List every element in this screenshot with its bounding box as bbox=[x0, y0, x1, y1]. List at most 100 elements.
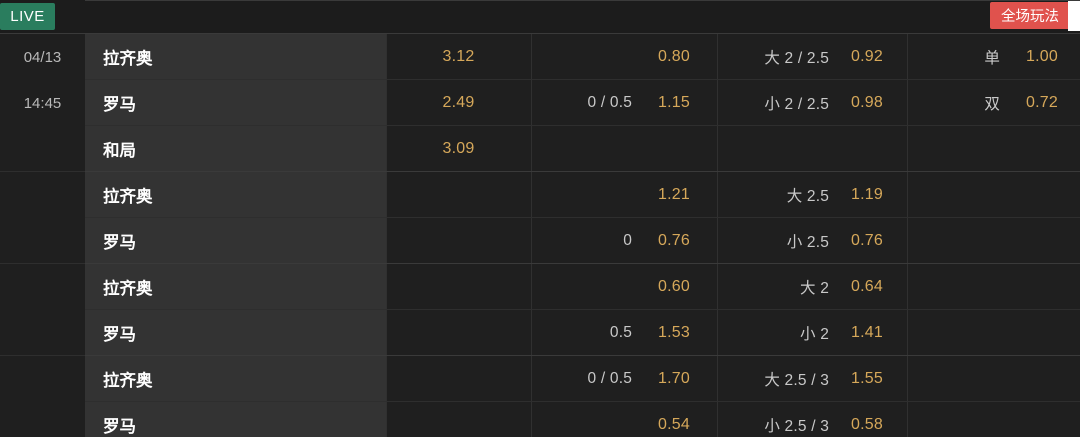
moneyline-odd: 3.09 bbox=[442, 139, 475, 157]
odd-even-cell[interactable]: 单 1.00 bbox=[907, 34, 1080, 79]
odds-row-list: 拉齐奥 3.12 0.80 大 2 / 2.5 0.92 单 1.00 罗马 2.49 0 / 0… bbox=[85, 34, 1080, 437]
topbar-divider bbox=[85, 0, 1080, 1]
team-name-cell[interactable]: 罗马 bbox=[85, 218, 386, 263]
moneyline-odd: 2.49 bbox=[442, 93, 475, 111]
team-name-cell[interactable]: 拉齐奥 bbox=[85, 356, 386, 401]
team-name-cell[interactable]: 罗马 bbox=[85, 402, 386, 437]
column-divider-team bbox=[386, 34, 387, 437]
full-market-button[interactable]: 全场玩法 bbox=[990, 2, 1070, 29]
table-row: 拉齐奥 0 / 0.5 1.70 大 2.5 / 3 1.55 bbox=[85, 356, 1080, 402]
moneyline-cell[interactable] bbox=[386, 264, 531, 309]
table-row: 拉齐奥 3.12 0.80 大 2 / 2.5 0.92 单 1.00 bbox=[85, 34, 1080, 80]
team-name-cell[interactable]: 罗马 bbox=[85, 310, 386, 355]
moneyline-odd: 3.12 bbox=[442, 47, 475, 65]
over-under-odd: 0.76 bbox=[851, 231, 883, 249]
over-under-line: 大 2 / 2.5 bbox=[764, 49, 830, 67]
column-divider-1x2 bbox=[531, 34, 532, 437]
over-under-line: 小 2 bbox=[800, 325, 830, 343]
moneyline-cell[interactable] bbox=[386, 310, 531, 355]
time-col-spacer-3 bbox=[0, 218, 85, 264]
team-name-cell[interactable]: 拉齐奥 bbox=[85, 34, 386, 79]
moneyline-cell[interactable] bbox=[386, 402, 531, 437]
time-col-spacer-1 bbox=[0, 126, 85, 172]
odd-even-cell[interactable] bbox=[907, 402, 1080, 437]
over-under-line: 大 2.5 bbox=[786, 187, 830, 205]
time-col-spacer-6 bbox=[0, 356, 85, 402]
handicap-odd: 1.70 bbox=[658, 369, 690, 387]
odd-even-cell[interactable] bbox=[907, 218, 1080, 263]
odd-even-line: 单 bbox=[984, 49, 1001, 67]
over-under-line: 大 2.5 / 3 bbox=[764, 371, 830, 389]
live-badge[interactable]: LIVE bbox=[0, 3, 55, 30]
handicap-cell[interactable]: 1.21 bbox=[531, 172, 717, 217]
over-under-odd: 0.58 bbox=[851, 415, 883, 433]
handicap-cell[interactable]: 0 / 0.5 1.15 bbox=[531, 80, 717, 125]
table-row: 罗马 0.54 小 2.5 / 3 0.58 bbox=[85, 402, 1080, 437]
time-col-spacer-7 bbox=[0, 402, 85, 437]
handicap-odd: 0.76 bbox=[658, 231, 690, 249]
over-under-cell[interactable]: 大 2.5 1.19 bbox=[717, 172, 907, 217]
over-under-cell[interactable]: 大 2 / 2.5 0.92 bbox=[717, 34, 907, 79]
table-row: 拉齐奥 0.60 大 2 0.64 bbox=[85, 264, 1080, 310]
over-under-cell[interactable]: 大 2 0.64 bbox=[717, 264, 907, 309]
odd-even-line: 双 bbox=[984, 95, 1001, 113]
column-divider-overunder bbox=[907, 34, 908, 437]
over-under-line: 小 2.5 / 3 bbox=[764, 417, 830, 435]
moneyline-cell[interactable]: 2.49 bbox=[386, 80, 531, 125]
table-row: 和局 3.09 bbox=[85, 126, 1080, 172]
moneyline-cell[interactable] bbox=[386, 356, 531, 401]
table-row: 拉齐奥 1.21 大 2.5 1.19 bbox=[85, 172, 1080, 218]
over-under-odd: 0.92 bbox=[851, 47, 883, 65]
moneyline-cell[interactable] bbox=[386, 218, 531, 263]
over-under-line: 大 2 bbox=[800, 279, 830, 297]
moneyline-cell[interactable]: 3.09 bbox=[386, 126, 531, 171]
team-name-cell[interactable]: 和局 bbox=[85, 126, 386, 171]
odd-even-cell[interactable] bbox=[907, 264, 1080, 309]
handicap-cell[interactable]: 0.80 bbox=[531, 34, 717, 79]
over-under-cell[interactable]: 大 2.5 / 3 1.55 bbox=[717, 356, 907, 401]
over-under-odd: 1.41 bbox=[851, 323, 883, 341]
over-under-cell[interactable]: 小 2.5 0.76 bbox=[717, 218, 907, 263]
handicap-cell[interactable] bbox=[531, 126, 717, 171]
odd-even-odd: 0.72 bbox=[1026, 93, 1058, 111]
handicap-line: 0.5 bbox=[609, 323, 633, 341]
handicap-cell[interactable]: 0.54 bbox=[531, 402, 717, 437]
moneyline-cell[interactable]: 3.12 bbox=[386, 34, 531, 79]
odd-even-cell[interactable] bbox=[907, 172, 1080, 217]
odd-even-odd: 1.00 bbox=[1026, 47, 1058, 65]
time-col-spacer-4 bbox=[0, 264, 85, 310]
handicap-cell[interactable]: 0 / 0.5 1.70 bbox=[531, 356, 717, 401]
time-col-spacer-5 bbox=[0, 310, 85, 356]
over-under-odd: 1.19 bbox=[851, 185, 883, 203]
odd-even-cell[interactable] bbox=[907, 356, 1080, 401]
team-name-cell[interactable]: 拉齐奥 bbox=[85, 172, 386, 217]
handicap-cell[interactable]: 0.60 bbox=[531, 264, 717, 309]
over-under-line: 小 2.5 bbox=[786, 233, 830, 251]
odd-even-cell[interactable] bbox=[907, 310, 1080, 355]
over-under-cell[interactable]: 小 2 / 2.5 0.98 bbox=[717, 80, 907, 125]
table-row: 罗马 2.49 0 / 0.5 1.15 小 2 / 2.5 0.98 双 0.72 bbox=[85, 80, 1080, 126]
odd-even-cell[interactable]: 双 0.72 bbox=[907, 80, 1080, 125]
handicap-cell[interactable]: 0 0.76 bbox=[531, 218, 717, 263]
handicap-cell[interactable]: 0.5 1.53 bbox=[531, 310, 717, 355]
over-under-cell[interactable] bbox=[717, 126, 907, 171]
over-under-cell[interactable]: 小 2 1.41 bbox=[717, 310, 907, 355]
odd-even-cell[interactable] bbox=[907, 126, 1080, 171]
moneyline-cell[interactable] bbox=[386, 172, 531, 217]
top-bar: LIVE 全场玩法 bbox=[0, 0, 1080, 33]
handicap-odd: 1.21 bbox=[658, 185, 690, 203]
team-name-cell[interactable]: 罗马 bbox=[85, 80, 386, 125]
team-name-cell[interactable]: 拉齐奥 bbox=[85, 264, 386, 309]
right-edge-panel[interactable] bbox=[1068, 1, 1080, 31]
over-under-cell[interactable]: 小 2.5 / 3 0.58 bbox=[717, 402, 907, 437]
handicap-odd: 1.53 bbox=[658, 323, 690, 341]
over-under-odd: 0.98 bbox=[851, 93, 883, 111]
handicap-odd: 0.54 bbox=[658, 415, 690, 433]
over-under-line: 小 2 / 2.5 bbox=[764, 95, 830, 113]
odds-table: 04/13 14:45 拉齐奥 3.12 0.80 大 2 / 2.5 0.92 单 1.0… bbox=[0, 33, 1080, 437]
match-time: 14:45 bbox=[23, 94, 62, 112]
table-row: 罗马 0 0.76 小 2.5 0.76 bbox=[85, 218, 1080, 264]
over-under-odd: 1.55 bbox=[851, 369, 883, 387]
handicap-odd: 0.80 bbox=[658, 47, 690, 65]
